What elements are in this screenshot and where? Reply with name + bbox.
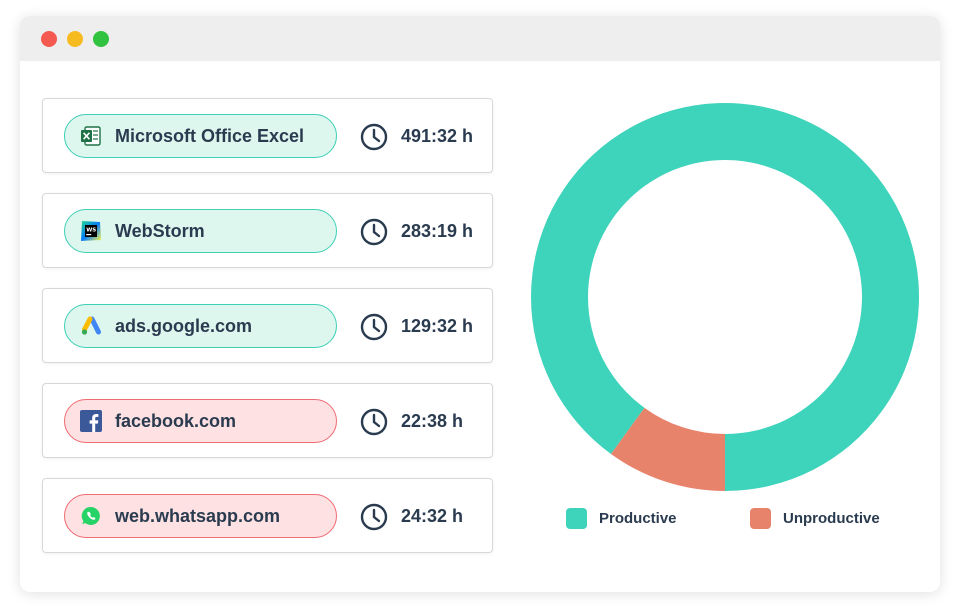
donut-slice-productive — [530, 102, 919, 491]
whatsapp-icon — [80, 505, 102, 527]
webstorm-icon: WS — [80, 220, 102, 242]
app-usage-card[interactable]: facebook.com 22:38 h — [42, 383, 493, 458]
legend-item-unproductive: Unproductive — [750, 508, 880, 529]
app-usage-card[interactable]: web.whatsapp.com 24:32 h — [42, 478, 493, 553]
app-window: Microsoft Office Excel 491:32 h — [20, 16, 940, 592]
app-pill: web.whatsapp.com — [64, 494, 337, 538]
productivity-donut-chart — [530, 102, 919, 491]
clock-icon — [360, 218, 388, 246]
legend-item-productive: Productive — [566, 508, 677, 529]
minimize-window-button[interactable] — [67, 31, 83, 47]
app-usage-card[interactable]: Microsoft Office Excel 491:32 h — [42, 98, 493, 173]
usage-duration: 129:32 h — [401, 316, 474, 336]
app-name: web.whatsapp.com — [115, 505, 281, 526]
app-pill: ads.google.com — [64, 304, 337, 348]
clock-icon — [360, 123, 388, 151]
usage-duration: 22:38 h — [401, 411, 464, 431]
clock-icon — [360, 408, 388, 436]
google-ads-icon — [80, 315, 102, 337]
legend-label-unproductive: Unproductive — [783, 510, 880, 527]
app-usage-card[interactable]: WS WebStorm 283:19 h — [42, 193, 493, 268]
usage-duration: 24:32 h — [401, 506, 464, 526]
close-window-button[interactable] — [41, 31, 57, 47]
clock-icon — [360, 313, 388, 341]
usage-duration: 283:19 h — [401, 221, 474, 241]
app-name: WebStorm — [115, 220, 205, 241]
legend-swatch-unproductive — [750, 508, 771, 529]
usage-duration: 491:32 h — [401, 126, 474, 146]
legend-label-productive: Productive — [599, 510, 677, 527]
maximize-window-button[interactable] — [93, 31, 109, 47]
app-pill: facebook.com — [64, 399, 337, 443]
app-pill: Microsoft Office Excel — [64, 114, 337, 158]
app-name: ads.google.com — [115, 315, 253, 336]
facebook-icon — [80, 410, 102, 432]
app-usage-card[interactable]: ads.google.com 129:32 h — [42, 288, 493, 363]
svg-text:WS: WS — [86, 228, 96, 234]
app-pill: WS WebStorm — [64, 209, 337, 253]
excel-icon — [80, 125, 102, 147]
clock-icon — [360, 503, 388, 531]
legend-swatch-productive — [566, 508, 587, 529]
app-name: facebook.com — [115, 410, 237, 431]
donut-slice-unproductive — [610, 407, 725, 491]
title-bar — [20, 16, 940, 61]
app-name: Microsoft Office Excel — [115, 125, 305, 146]
